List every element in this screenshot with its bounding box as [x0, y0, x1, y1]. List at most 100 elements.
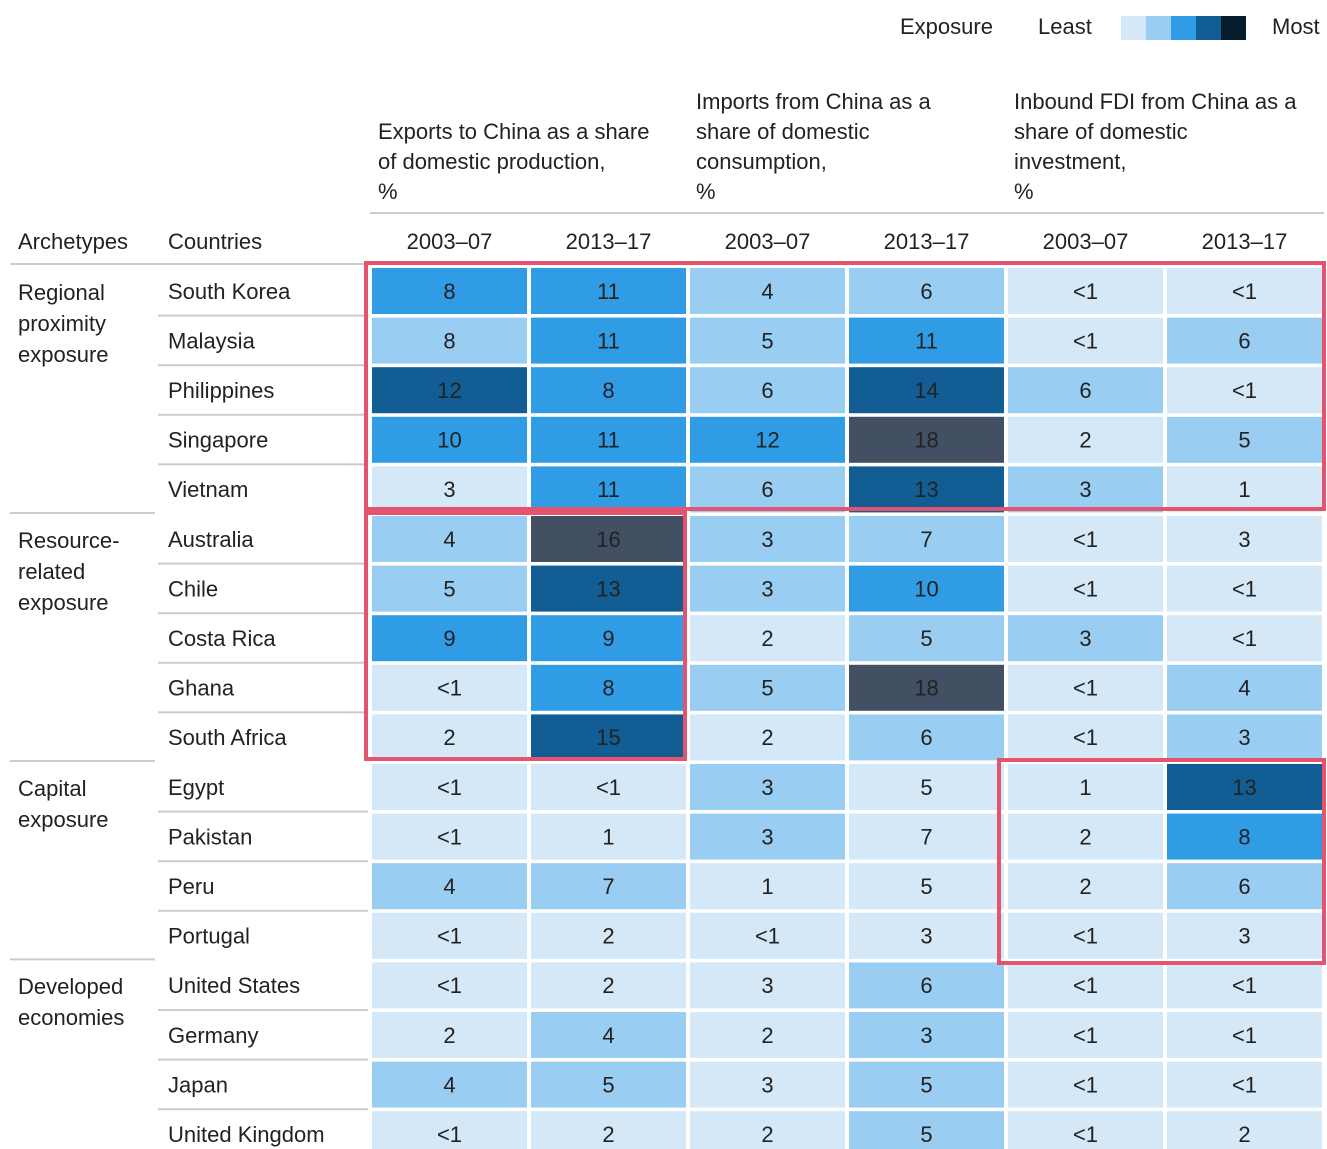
heat-cell — [531, 1012, 686, 1058]
cell-value: <1 — [1073, 1072, 1098, 1097]
cell-value: 3 — [1238, 924, 1250, 949]
cell-value: 10 — [914, 576, 938, 601]
heat-cell — [849, 912, 1004, 959]
cell-value: 10 — [437, 428, 461, 453]
heat-cell — [531, 1111, 686, 1149]
legend-swatch — [1146, 16, 1171, 40]
archetype-label: proximity — [18, 311, 106, 336]
cell-value: 12 — [437, 378, 461, 403]
column-title: Imports from China as a — [696, 89, 932, 114]
cell-value: <1 — [1073, 527, 1098, 552]
heat-cell — [690, 962, 845, 1009]
cell-value: <1 — [1073, 328, 1098, 353]
cell-value: <1 — [1232, 1072, 1257, 1097]
cell-value: <1 — [437, 824, 462, 849]
cell-value: 5 — [920, 1122, 932, 1147]
heat-cell — [1008, 317, 1163, 364]
cell-value: 2 — [761, 1122, 773, 1147]
cell-value: 3 — [761, 576, 773, 601]
heat-cell — [849, 1012, 1004, 1058]
heat-cell — [849, 466, 1004, 513]
heat-cell — [849, 714, 1004, 761]
cell-value: 9 — [443, 626, 455, 651]
heat-cell — [372, 912, 527, 959]
cell-value: 4 — [761, 279, 773, 304]
cell-value: 8 — [443, 328, 455, 353]
cell-value: <1 — [437, 676, 462, 701]
cell-value: 13 — [596, 576, 620, 601]
heat-cell — [690, 466, 845, 513]
cell-value: 1 — [1079, 775, 1091, 800]
heat-cell — [531, 863, 686, 910]
heat-cell — [372, 516, 527, 562]
cell-value: 3 — [920, 924, 932, 949]
cell-value: <1 — [1073, 576, 1098, 601]
cell-value: 4 — [443, 874, 455, 899]
cell-value: 2 — [761, 626, 773, 651]
heat-cell — [372, 863, 527, 910]
cell-value: 14 — [914, 378, 938, 403]
heat-cell — [531, 615, 686, 662]
heat-cell — [531, 367, 686, 414]
cell-value: 6 — [920, 973, 932, 998]
cell-value: 6 — [1238, 328, 1250, 353]
heat-cell — [1008, 962, 1163, 1009]
heat-cell — [1167, 416, 1322, 463]
archetype-label: exposure — [18, 590, 109, 615]
heat-cell — [531, 962, 686, 1009]
cell-value: 3 — [761, 527, 773, 552]
cell-value: 3 — [1238, 527, 1250, 552]
archetype-label: exposure — [18, 342, 109, 367]
heat-cell — [1008, 615, 1163, 662]
country-label: Peru — [168, 874, 214, 899]
heat-cell — [690, 416, 845, 463]
heat-cell — [1008, 565, 1163, 612]
heat-cell — [1008, 1111, 1163, 1149]
column-title: investment, — [1014, 149, 1127, 174]
column-title: % — [696, 179, 716, 204]
cell-value: 2 — [1079, 824, 1091, 849]
cell-value: 6 — [1238, 874, 1250, 899]
cell-value: <1 — [1073, 924, 1098, 949]
heat-cell — [1167, 367, 1322, 414]
heat-cell — [372, 664, 527, 711]
heat-cell — [1008, 664, 1163, 711]
cell-value: 13 — [1232, 775, 1256, 800]
cell-value: 1 — [1238, 477, 1250, 502]
heat-cell — [372, 416, 527, 463]
cell-value: <1 — [1232, 973, 1257, 998]
cell-value: 5 — [761, 328, 773, 353]
heat-cell — [372, 764, 527, 810]
cell-value: 3 — [761, 973, 773, 998]
cell-value: 8 — [602, 378, 614, 403]
heat-cell — [531, 416, 686, 463]
country-label: Japan — [168, 1072, 228, 1097]
heat-cell — [372, 367, 527, 414]
period-label: 2003–07 — [725, 229, 811, 254]
heat-cell — [372, 1012, 527, 1058]
highlight-box — [997, 758, 1326, 965]
heat-cell — [690, 664, 845, 711]
cell-value: 2 — [602, 924, 614, 949]
heat-cell — [1167, 1012, 1322, 1058]
heat-cell — [849, 416, 1004, 463]
country-label: South Korea — [168, 279, 291, 304]
cell-value: 3 — [1238, 725, 1250, 750]
period-label: 2003–07 — [407, 229, 493, 254]
heat-cell — [690, 317, 845, 364]
heat-cell — [1167, 912, 1322, 959]
cell-value: 7 — [602, 874, 614, 899]
cell-value: 11 — [597, 279, 620, 304]
cell-value: 2 — [602, 973, 614, 998]
cell-value: <1 — [1073, 973, 1098, 998]
cell-value: 3 — [443, 477, 455, 502]
cell-value: 5 — [761, 676, 773, 701]
column-title: % — [378, 179, 398, 204]
heat-cell — [1167, 317, 1322, 364]
heat-cell — [849, 962, 1004, 1009]
country-label: Germany — [168, 1023, 258, 1048]
highlights — [364, 261, 1326, 965]
cell-value: 5 — [920, 775, 932, 800]
